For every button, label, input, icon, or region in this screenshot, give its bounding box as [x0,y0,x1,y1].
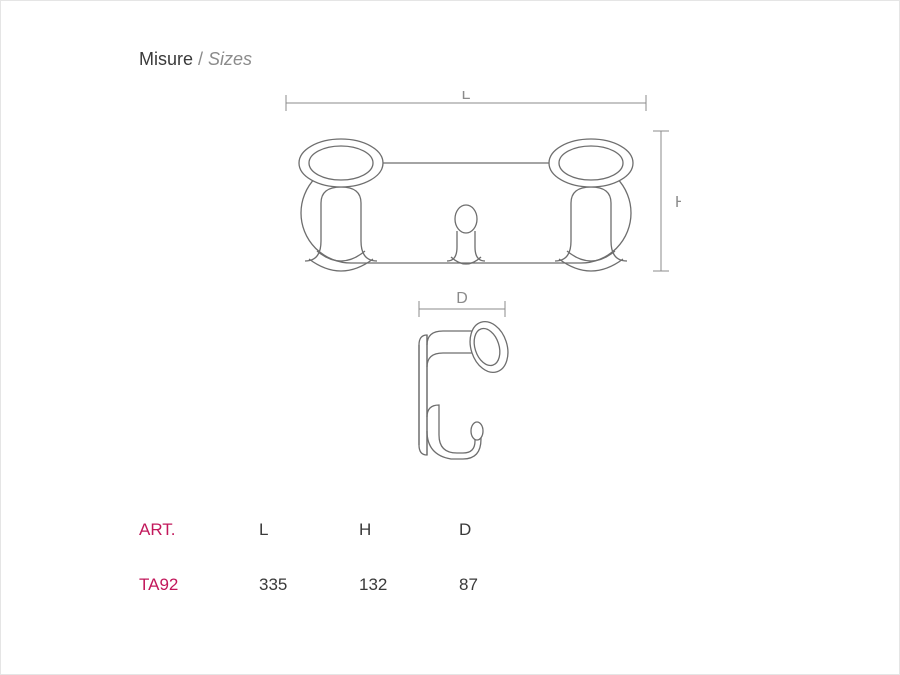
title-primary: Misure [139,49,193,69]
dim-H-label: H [675,194,681,211]
technical-diagram: L H [261,91,681,491]
cell-L: 335 [259,576,359,593]
cell-H: 132 [359,576,459,593]
dimensions-table: ART. L H D TA92 335 132 87 [139,521,539,631]
dimension-H [653,131,669,271]
section-title: Misure / Sizes [139,49,252,70]
dim-D-label: D [456,290,468,307]
dim-L-label: L [462,91,471,103]
cell-art: TA92 [139,576,259,593]
title-secondary: Sizes [208,49,252,69]
title-separator: / [193,49,208,69]
table-header-row: ART. L H D [139,521,539,538]
hook-right [555,187,627,271]
header-L: L [259,521,359,538]
header-D: D [459,521,539,538]
header-art: ART. [139,521,259,538]
table-row: TA92 335 132 87 [139,576,539,593]
front-view [299,139,633,271]
cell-D: 87 [459,576,539,593]
header-H: H [359,521,459,538]
side-view [419,317,514,459]
hook-middle [447,205,485,264]
diagram-svg: L H [261,91,681,491]
hook-left [305,187,377,271]
